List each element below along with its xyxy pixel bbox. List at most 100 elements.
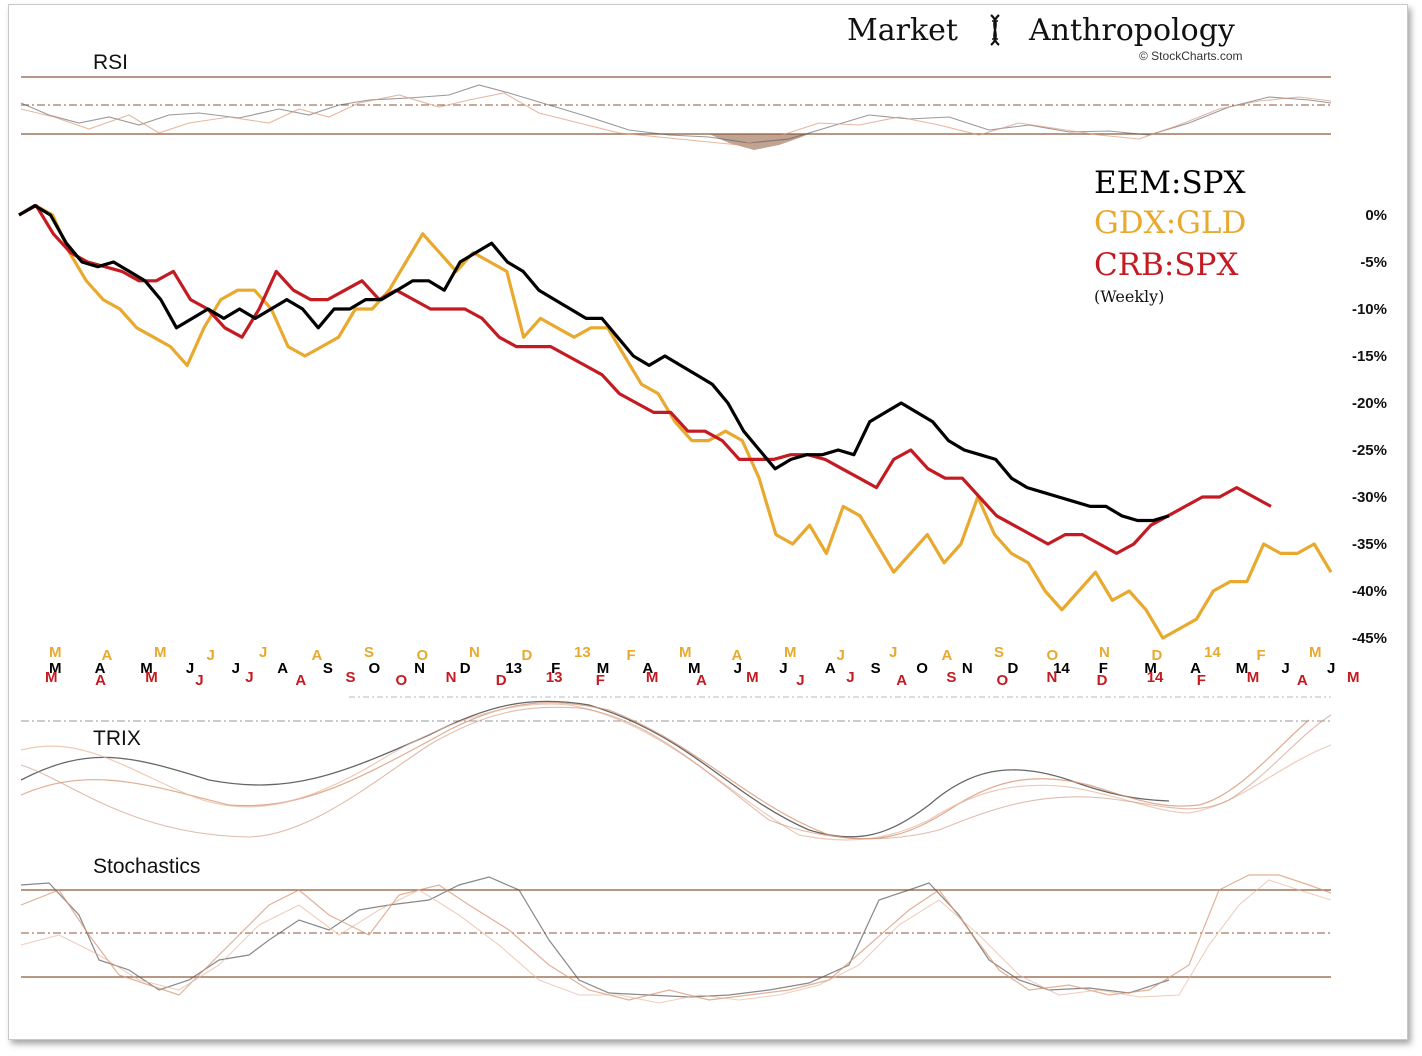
month-label-eem: S: [323, 660, 333, 677]
month-label-crb: O: [396, 672, 408, 689]
month-label-crb: A: [295, 672, 306, 689]
stoch-trace-1: [20, 876, 1170, 998]
month-label-crb: S: [946, 669, 956, 686]
month-label-gdx: O: [1047, 647, 1059, 664]
credit-text: © StockCharts.com: [1139, 49, 1243, 63]
y-tick-label: 0%: [1365, 207, 1387, 224]
month-label-eem: J: [186, 660, 194, 677]
month-label-eem: M: [597, 660, 610, 677]
month-label-gdx: D: [1152, 647, 1163, 664]
month-label-crb: F: [596, 672, 605, 689]
legend: EEM:SPX GDX:GLD CRB:SPX (Weekly): [1094, 165, 1246, 306]
brand-header: Market Anthropology © StockCharts.com: [847, 13, 1243, 63]
month-label-eem: A: [1190, 660, 1201, 677]
month-label-crb: J: [245, 669, 253, 686]
month-label-crb: M: [145, 669, 158, 686]
chart-frame: Market Anthropology © StockCharts.com RS…: [8, 4, 1408, 1040]
month-label-gdx: J: [259, 644, 267, 661]
y-tick-label: -5%: [1360, 254, 1387, 271]
month-label-gdx: J: [889, 644, 897, 661]
month-label-eem: D: [1008, 660, 1019, 677]
month-label-gdx: M: [1309, 644, 1322, 661]
month-label-eem: M: [49, 660, 62, 677]
month-label-gdx: 13: [574, 644, 591, 661]
series-lines: [18, 204, 1333, 640]
month-label-gdx: A: [732, 647, 743, 664]
month-label-crb: M: [45, 669, 58, 686]
month-label-gdx: M: [784, 644, 797, 661]
month-label-eem: J: [779, 660, 787, 677]
legend-crb-spx: CRB:SPX: [1094, 247, 1238, 283]
month-label-gdx: 14: [1204, 644, 1221, 661]
rsi-trace-1: [20, 84, 1332, 144]
series-line-eem-spx: [18, 204, 1170, 523]
month-label-crb: A: [696, 672, 707, 689]
month-label-eem: M: [1144, 660, 1157, 677]
legend-weekly-note: (Weekly): [1094, 287, 1164, 306]
month-label-gdx: D: [522, 647, 533, 664]
month-label-crb: 13: [546, 669, 563, 686]
month-label-crb: A: [1297, 672, 1308, 689]
month-label-crb: M: [1347, 669, 1360, 686]
main-plot: 0% -5% -10% -15% -20% -25% -30% -35% -40% -45% EE…: [18, 165, 1387, 689]
month-label-crb: S: [346, 669, 356, 686]
y-tick-label: -45%: [1352, 630, 1387, 647]
y-tick-label: -35%: [1352, 536, 1387, 553]
month-label-crb: O: [997, 672, 1009, 689]
month-label-eem: J: [734, 660, 742, 677]
trix-trace-1: [20, 700, 1170, 838]
month-label-gdx: M: [49, 644, 62, 661]
stoch-trace-2: [20, 874, 1332, 1001]
y-tick-label: -40%: [1352, 583, 1387, 600]
month-label-gdx: J: [207, 647, 215, 664]
month-labels: M A M J J A S O N D 13 F M A M J J A S O N D 14 F MM A M J J A S O N D 13 F…: [45, 644, 1360, 689]
month-label-eem: M: [688, 660, 701, 677]
month-label-eem: N: [414, 660, 425, 677]
month-label-crb: J: [195, 672, 203, 689]
month-label-eem: N: [962, 660, 973, 677]
month-label-crb: A: [95, 672, 106, 689]
month-label-gdx: M: [154, 644, 167, 661]
month-label-gdx: S: [994, 644, 1004, 661]
month-label-eem: 13: [505, 660, 522, 677]
legend-gdx-gld: GDX:GLD: [1094, 205, 1246, 241]
legend-eem-spx: EEM:SPX: [1094, 165, 1246, 201]
month-label-eem: O: [916, 660, 928, 677]
y-tick-label: -15%: [1352, 348, 1387, 365]
trix-trace-3: [20, 703, 1332, 841]
stochastics-title: Stochastics: [93, 855, 200, 878]
y-tick-label: -20%: [1352, 395, 1387, 412]
month-label-gdx: S: [364, 644, 374, 661]
chart-canvas: Market Anthropology © StockCharts.com RS…: [18, 13, 1387, 1004]
month-label-gdx: A: [312, 647, 323, 664]
month-label-eem: F: [551, 660, 560, 677]
month-label-eem: J: [1327, 660, 1335, 677]
trix-panel: TRIX: [20, 696, 1332, 841]
month-label-eem: A: [277, 660, 288, 677]
rsi-trace-2: [20, 92, 1332, 146]
rsi-title: RSI: [93, 51, 128, 74]
month-label-gdx: A: [102, 647, 113, 664]
stochastics-panel: Stochastics: [20, 855, 1332, 1004]
month-label-crb: A: [896, 672, 907, 689]
month-label-eem: A: [642, 660, 653, 677]
month-label-eem: 14: [1053, 660, 1070, 677]
month-label-crb: 14: [1147, 669, 1164, 686]
trix-trace-2: [20, 702, 1310, 840]
month-label-crb: M: [646, 669, 659, 686]
month-label-gdx: O: [417, 647, 429, 664]
month-label-crb: F: [1197, 672, 1206, 689]
month-label-gdx: F: [1257, 647, 1266, 664]
series-line-gdx-gld: [18, 204, 1333, 640]
month-label-eem: J: [232, 660, 240, 677]
month-label-crb: D: [496, 672, 507, 689]
month-label-gdx: J: [837, 647, 845, 664]
trix-trace-4: [20, 706, 1332, 840]
trix-title: TRIX: [93, 727, 141, 750]
month-label-crb: M: [746, 669, 759, 686]
month-label-eem: S: [871, 660, 881, 677]
brand-left: Market: [847, 13, 958, 48]
month-label-crb: J: [846, 669, 854, 686]
stoch-trace-3: [20, 879, 1332, 1004]
month-label-eem: A: [825, 660, 836, 677]
